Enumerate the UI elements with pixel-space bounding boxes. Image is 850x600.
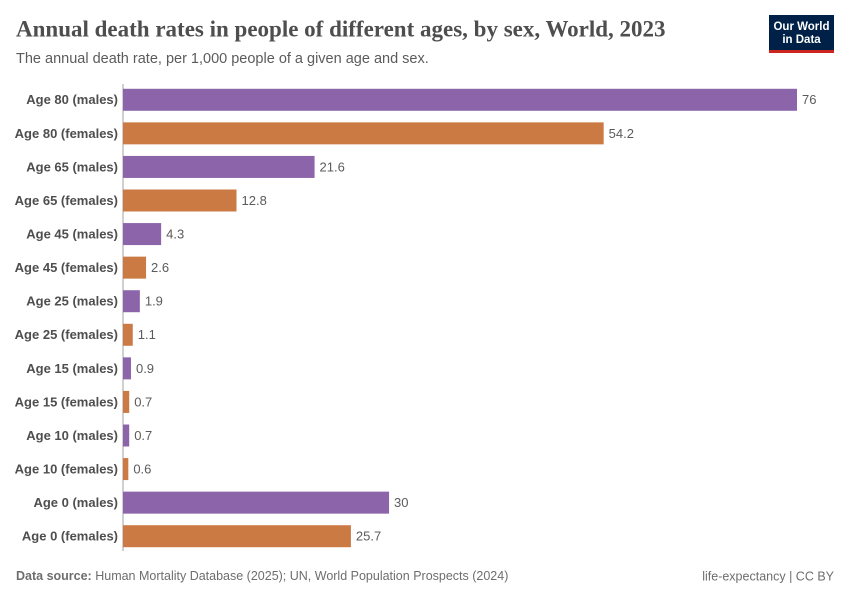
category-label: Age 25 (males) [26, 294, 118, 309]
category-label: Age 65 (females) [15, 193, 118, 208]
chart-title: Annual death rates in people of differen… [16, 16, 666, 41]
bar [123, 390, 130, 413]
category-label: Age 45 (males) [26, 227, 118, 242]
logo: Our World in Data [769, 15, 834, 53]
footer-right: life-expectancy | CC BY [702, 569, 834, 583]
source-label: Data source: [16, 569, 92, 583]
bar [123, 290, 140, 313]
bar [123, 88, 797, 111]
source-text: Human Mortality Database (2025); UN, Wor… [95, 569, 508, 583]
footer-source: Data source: Human Mortality Database (2… [16, 569, 508, 583]
value-label: 54.2 [609, 126, 634, 141]
bar [123, 155, 315, 178]
value-label: 0.7 [134, 394, 152, 409]
value-label: 0.6 [133, 462, 151, 477]
bar [123, 357, 131, 380]
bar [123, 223, 162, 246]
category-label: Age 45 (females) [15, 260, 118, 275]
category-label: Age 0 (males) [33, 495, 118, 510]
category-label: Age 15 (males) [26, 361, 118, 376]
bar [123, 323, 133, 346]
chart-subtitle: The annual death rate, per 1,000 people … [16, 51, 429, 67]
bar [123, 122, 604, 145]
value-label: 1.1 [138, 327, 156, 342]
category-label: Age 10 (females) [15, 462, 118, 477]
value-label: 12.8 [242, 193, 267, 208]
value-label: 0.9 [136, 361, 154, 376]
value-label: 4.3 [166, 227, 184, 242]
bar [123, 525, 351, 548]
category-label: Age 80 (males) [26, 92, 118, 107]
value-label: 1.9 [145, 294, 163, 309]
category-label: Age 80 (females) [15, 126, 118, 141]
logo-text: Our World [773, 21, 829, 33]
value-label: 21.6 [320, 159, 345, 174]
category-label: Age 65 (males) [26, 159, 118, 174]
bar [123, 491, 390, 514]
bar [123, 189, 237, 212]
logo-box [769, 15, 834, 50]
value-label: 0.7 [134, 428, 152, 443]
bar [123, 458, 129, 481]
category-label: Age 15 (females) [15, 394, 118, 409]
value-label: 30 [394, 495, 408, 510]
logo-text: in Data [782, 34, 821, 46]
logo-underline [769, 50, 834, 53]
bar [123, 256, 147, 279]
value-label: 76 [802, 92, 816, 107]
category-label: Age 25 (females) [15, 327, 118, 342]
category-label: Age 0 (females) [22, 529, 118, 544]
category-label: Age 10 (males) [26, 428, 118, 443]
value-label: 2.6 [151, 260, 169, 275]
bar [123, 424, 130, 447]
value-label: 25.7 [356, 529, 381, 544]
